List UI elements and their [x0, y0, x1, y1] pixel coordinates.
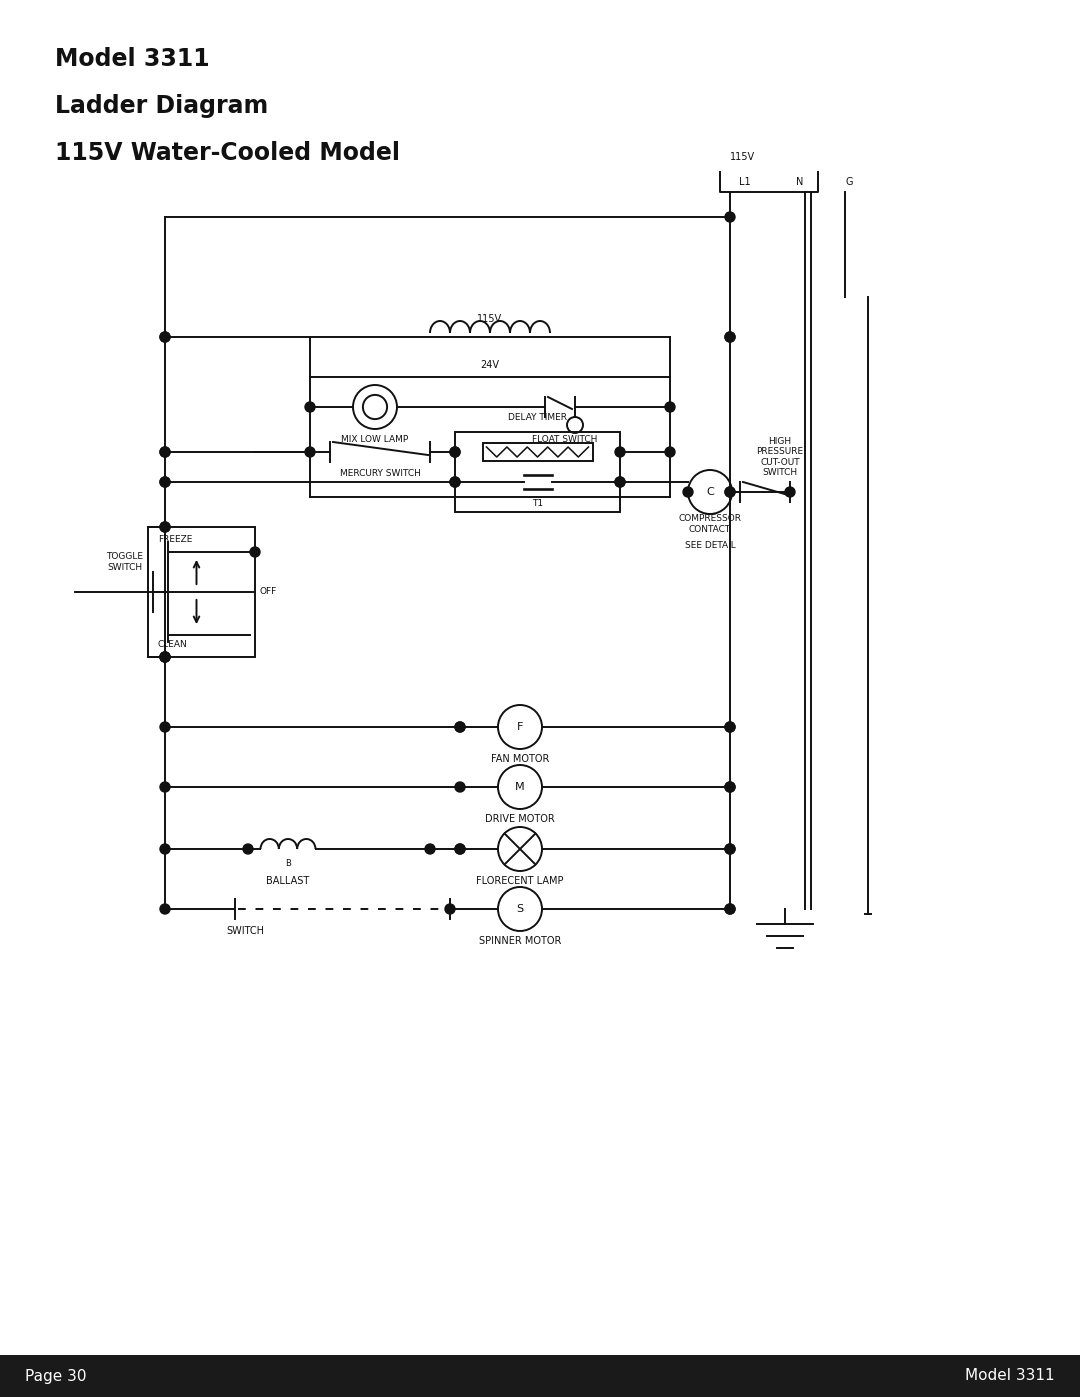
Text: M: M: [515, 782, 525, 792]
Circle shape: [160, 652, 170, 662]
Text: FAN MOTOR: FAN MOTOR: [490, 754, 550, 764]
Text: MERCURY SWITCH: MERCURY SWITCH: [339, 469, 420, 479]
Text: F: F: [517, 722, 523, 732]
Circle shape: [725, 782, 735, 792]
Text: Model 3311: Model 3311: [55, 47, 210, 71]
Text: B: B: [285, 859, 291, 868]
Circle shape: [665, 447, 675, 457]
Text: FREEZE: FREEZE: [158, 535, 192, 543]
Bar: [148, 527, 255, 657]
Circle shape: [160, 652, 170, 662]
Text: COMPRESSOR
CONTACT: COMPRESSOR CONTACT: [678, 514, 742, 534]
Circle shape: [305, 402, 315, 412]
Circle shape: [160, 332, 170, 342]
Circle shape: [160, 476, 170, 488]
Circle shape: [243, 844, 253, 854]
Circle shape: [725, 844, 735, 854]
Circle shape: [615, 476, 625, 488]
Text: 115V: 115V: [477, 314, 502, 324]
Circle shape: [615, 476, 625, 488]
Text: OFF: OFF: [260, 588, 278, 597]
Text: G: G: [845, 177, 852, 187]
Circle shape: [160, 782, 170, 792]
Circle shape: [455, 844, 465, 854]
Circle shape: [455, 782, 465, 792]
Circle shape: [160, 904, 170, 914]
Circle shape: [725, 332, 735, 342]
Circle shape: [725, 488, 735, 497]
Bar: [483, 443, 593, 461]
Text: N: N: [796, 177, 804, 187]
Circle shape: [725, 722, 735, 732]
Circle shape: [683, 488, 693, 497]
Text: 24V: 24V: [481, 360, 499, 370]
Circle shape: [725, 782, 735, 792]
Circle shape: [725, 488, 735, 497]
Text: Ladder Diagram: Ladder Diagram: [55, 94, 268, 117]
Circle shape: [305, 447, 315, 457]
Circle shape: [665, 402, 675, 412]
Circle shape: [160, 722, 170, 732]
Text: DELAY TIMER: DELAY TIMER: [508, 414, 567, 422]
Circle shape: [785, 488, 795, 497]
Text: 115V Water-Cooled Model: 115V Water-Cooled Model: [55, 141, 400, 165]
Text: SPINNER MOTOR: SPINNER MOTOR: [478, 936, 562, 946]
Text: Page 30: Page 30: [25, 1369, 86, 1383]
Text: 115V: 115V: [730, 152, 755, 162]
Circle shape: [725, 332, 735, 342]
Circle shape: [455, 844, 465, 854]
Text: FLORECENT LAMP: FLORECENT LAMP: [476, 876, 564, 886]
Circle shape: [725, 212, 735, 222]
Text: S: S: [516, 904, 524, 914]
Circle shape: [160, 844, 170, 854]
Text: Model 3311: Model 3311: [966, 1369, 1055, 1383]
Circle shape: [455, 722, 465, 732]
Text: DRIVE MOTOR: DRIVE MOTOR: [485, 814, 555, 824]
Text: SEE DETAIL: SEE DETAIL: [685, 542, 735, 550]
Circle shape: [160, 332, 170, 342]
Circle shape: [160, 447, 170, 457]
Text: SWITCH: SWITCH: [226, 926, 264, 936]
Circle shape: [160, 652, 170, 662]
Bar: [455, 432, 620, 511]
Text: BALLAST: BALLAST: [267, 876, 310, 886]
Text: TOGGLE
SWITCH: TOGGLE SWITCH: [106, 552, 143, 571]
Circle shape: [450, 447, 460, 457]
Text: C: C: [706, 488, 714, 497]
Circle shape: [450, 476, 460, 488]
Text: T1: T1: [532, 500, 543, 509]
Text: HIGH
PRESSURE
CUT-OUT
SWITCH: HIGH PRESSURE CUT-OUT SWITCH: [756, 437, 804, 478]
Circle shape: [450, 476, 460, 488]
Circle shape: [725, 904, 735, 914]
Circle shape: [426, 844, 435, 854]
Circle shape: [160, 476, 170, 488]
Circle shape: [249, 548, 260, 557]
Circle shape: [445, 904, 455, 914]
Circle shape: [160, 522, 170, 532]
Circle shape: [615, 447, 625, 457]
Circle shape: [725, 722, 735, 732]
Circle shape: [455, 722, 465, 732]
Text: MIX LOW LAMP: MIX LOW LAMP: [341, 434, 408, 443]
Circle shape: [725, 844, 735, 854]
Text: FLOAT SWITCH: FLOAT SWITCH: [532, 434, 597, 443]
Circle shape: [160, 447, 170, 457]
Circle shape: [450, 447, 460, 457]
Circle shape: [725, 904, 735, 914]
Text: L1: L1: [739, 177, 751, 187]
Bar: [0, 1355, 1080, 1397]
Circle shape: [160, 522, 170, 532]
Text: CLEAN: CLEAN: [158, 640, 188, 650]
